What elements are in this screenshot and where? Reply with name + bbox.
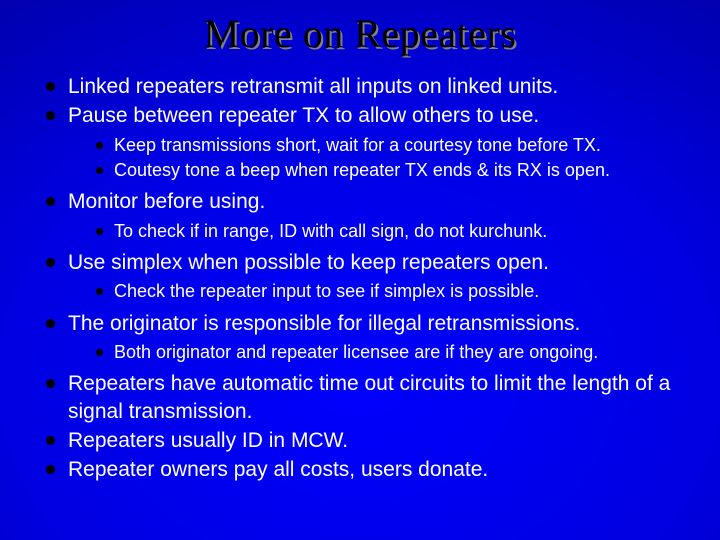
bullet-text: Linked repeaters retransmit all inputs o… — [68, 75, 558, 98]
bullet-text: Repeaters usually ID in MCW. — [68, 429, 348, 452]
bullet-text: Monitor before using. — [68, 190, 265, 213]
bullet-text: Pause between repeater TX to allow other… — [68, 104, 539, 127]
list-item: Monitor before using. To check if in ran… — [40, 188, 680, 243]
bullet-text: Repeaters have automatic time out circui… — [68, 372, 670, 422]
bullet-text: The originator is responsible for illega… — [68, 312, 580, 335]
slide: More on Repeaters Linked repeaters retra… — [0, 0, 720, 540]
sub-list: To check if in range, ID with call sign,… — [92, 220, 680, 243]
list-item: Pause between repeater TX to allow other… — [40, 102, 680, 182]
list-item: Coutesy tone a beep when repeater TX end… — [92, 159, 680, 182]
sub-list: Check the repeater input to see if simpl… — [92, 280, 680, 303]
list-item: Use simplex when possible to keep repeat… — [40, 249, 680, 304]
bullet-text: Use simplex when possible to keep repeat… — [68, 251, 549, 274]
sub-list: Keep transmissions short, wait for a cou… — [92, 134, 680, 183]
bullet-text: To check if in range, ID with call sign,… — [114, 221, 547, 241]
bullet-text: Check the repeater input to see if simpl… — [114, 281, 539, 301]
bullet-text: Keep transmissions short, wait for a cou… — [114, 135, 601, 155]
list-item: Repeaters have automatic time out circui… — [40, 370, 680, 425]
list-item: Repeaters usually ID in MCW. — [40, 427, 680, 454]
list-item: Keep transmissions short, wait for a cou… — [92, 134, 680, 157]
list-item: Check the repeater input to see if simpl… — [92, 280, 680, 303]
list-item: The originator is responsible for illega… — [40, 310, 680, 365]
list-item: To check if in range, ID with call sign,… — [92, 220, 680, 243]
slide-title: More on Repeaters — [40, 10, 680, 57]
list-item: Linked repeaters retransmit all inputs o… — [40, 73, 680, 100]
bullet-list: Linked repeaters retransmit all inputs o… — [40, 73, 680, 484]
list-item: Both originator and repeater licensee ar… — [92, 341, 680, 364]
list-item: Repeater owners pay all costs, users don… — [40, 456, 680, 483]
bullet-text: Coutesy tone a beep when repeater TX end… — [114, 160, 610, 180]
bullet-text: Both originator and repeater licensee ar… — [114, 342, 598, 362]
sub-list: Both originator and repeater licensee ar… — [92, 341, 680, 364]
bullet-text: Repeater owners pay all costs, users don… — [68, 458, 488, 481]
